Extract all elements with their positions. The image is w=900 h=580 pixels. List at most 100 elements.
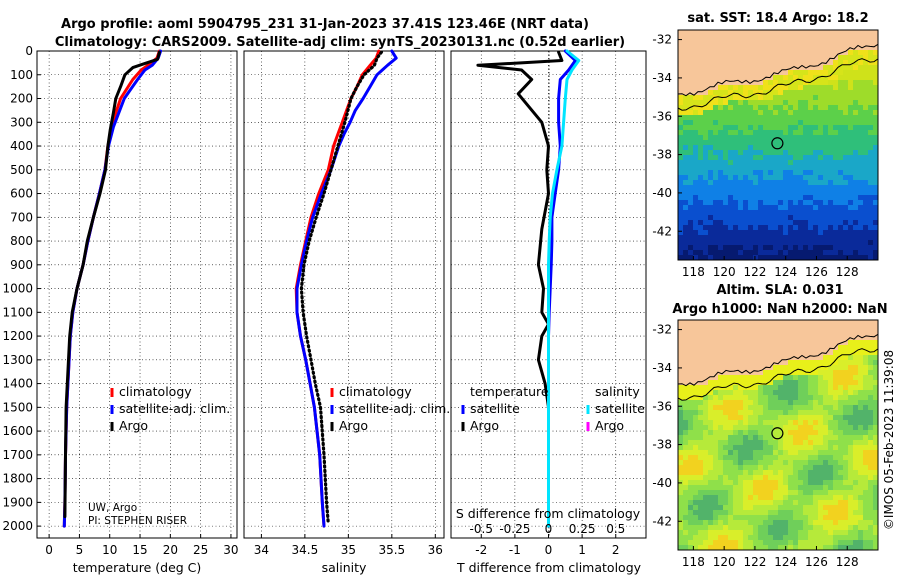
map-pixel	[798, 530, 803, 535]
map-pixel	[828, 220, 833, 225]
map-pixel	[848, 540, 853, 545]
map-pixel	[728, 40, 733, 45]
map-pixel	[823, 155, 828, 160]
map-pixel	[833, 130, 838, 135]
map-pixel	[773, 250, 778, 255]
map-pixel	[713, 100, 718, 105]
map-pixel	[728, 320, 733, 325]
map-pixel	[768, 395, 773, 400]
map-pixel	[723, 510, 728, 515]
map-pixel	[848, 525, 853, 530]
map-pixel	[728, 370, 733, 375]
x-tick-label: 1	[578, 543, 586, 557]
map-pixel	[763, 465, 768, 470]
map-pixel	[793, 345, 798, 350]
map-pixel	[753, 380, 758, 385]
map-pixel	[688, 85, 693, 90]
map-pixel	[798, 235, 803, 240]
map-pixel	[683, 150, 688, 155]
map-pixel	[833, 65, 838, 70]
map-pixel	[733, 145, 738, 150]
map-pixel	[828, 245, 833, 250]
map-pixel	[873, 60, 878, 65]
map-pixel	[863, 190, 868, 195]
map-pixel	[788, 35, 793, 40]
map-pixel	[738, 180, 743, 185]
map-pixel	[753, 485, 758, 490]
map-pixel	[713, 210, 718, 215]
map-pixel	[703, 120, 708, 125]
map-pixel	[773, 215, 778, 220]
map-pixel	[873, 105, 878, 110]
map-pixel	[863, 355, 868, 360]
map-lon-label: 122	[743, 555, 766, 569]
map-pixel	[788, 485, 793, 490]
map-pixel	[718, 410, 723, 415]
map-pixel	[723, 400, 728, 405]
map-pixel	[853, 520, 858, 525]
map-pixel	[693, 240, 698, 245]
map-pixel	[723, 125, 728, 130]
map-pixel	[828, 320, 833, 325]
map-pixel	[828, 70, 833, 75]
map-pixel	[753, 50, 758, 55]
map-pixel	[863, 45, 868, 50]
map-pixel	[863, 110, 868, 115]
map-pixel	[873, 400, 878, 405]
map-pixel	[733, 90, 738, 95]
map-pixel	[723, 240, 728, 245]
map-pixel	[733, 200, 738, 205]
depth-tick-label: 1700	[2, 448, 33, 462]
map-pixel	[708, 320, 713, 325]
map-pixel	[768, 470, 773, 475]
map-pixel	[818, 520, 823, 525]
map-pixel	[793, 490, 798, 495]
map-pixel	[813, 535, 818, 540]
map-pixel	[753, 125, 758, 130]
map-pixel	[753, 255, 758, 260]
map-pixel	[708, 175, 713, 180]
map-pixel	[858, 55, 863, 60]
map-pixel	[833, 505, 838, 510]
map-pixel	[798, 515, 803, 520]
map-pixel	[803, 535, 808, 540]
map-pixel	[783, 430, 788, 435]
map-pixel	[853, 380, 858, 385]
map-pixel	[828, 80, 833, 85]
map-pixel	[768, 320, 773, 325]
map-pixel	[823, 195, 828, 200]
map-pixel	[813, 170, 818, 175]
map-pixel	[808, 140, 813, 145]
map-pixel	[838, 395, 843, 400]
map-pixel	[858, 235, 863, 240]
map-pixel	[823, 450, 828, 455]
map-pixel	[793, 120, 798, 125]
map-pixel	[793, 405, 798, 410]
map-pixel	[763, 515, 768, 520]
map-pixel	[813, 230, 818, 235]
map-pixel	[768, 340, 773, 345]
map-pixel	[713, 135, 718, 140]
map-pixel	[758, 505, 763, 510]
map-pixel	[753, 55, 758, 60]
temperature-x-axis-label: temperature (deg C)	[73, 560, 202, 575]
map-pixel	[743, 460, 748, 465]
salinity-curves	[294, 49, 398, 528]
map-pixel	[808, 95, 813, 100]
temperature-curves	[62, 49, 163, 528]
map-pixel	[828, 395, 833, 400]
map-pixel	[688, 215, 693, 220]
map-pixel	[728, 375, 733, 380]
map-pixel	[778, 420, 783, 425]
map-pixel	[693, 425, 698, 430]
map-pixel	[788, 180, 793, 185]
map-pixel	[828, 515, 833, 520]
map-pixel	[818, 475, 823, 480]
map-pixel	[793, 375, 798, 380]
map-pixel	[728, 140, 733, 145]
map-pixel	[868, 525, 873, 530]
map-pixel	[703, 540, 708, 545]
map-pixel	[868, 325, 873, 330]
map-pixel	[773, 175, 778, 180]
map-pixel	[738, 470, 743, 475]
